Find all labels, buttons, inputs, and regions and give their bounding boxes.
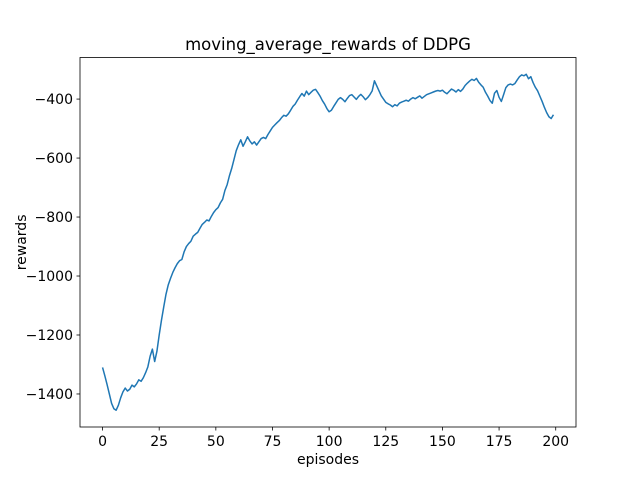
plot-area	[79, 57, 577, 428]
reward-line	[101, 73, 555, 411]
y-axis-label: rewards	[14, 215, 30, 271]
y-tick-label: −1200	[26, 328, 73, 344]
x-tick-label: 125	[372, 434, 399, 450]
x-axis-ticks: 0 25 50 75 100 125 150 175 200	[98, 427, 569, 450]
y-tick-label: −1000	[26, 269, 73, 285]
chart-title: moving_average_rewards of DDPG	[185, 35, 471, 55]
y-tick-label: −800	[35, 210, 73, 226]
x-tick-label: 100	[316, 434, 343, 450]
x-tick-label: 175	[486, 434, 513, 450]
x-tick-label: 200	[542, 434, 569, 450]
y-tick-label: −400	[35, 92, 73, 108]
y-tick-label: −600	[35, 151, 73, 167]
x-tick-label: 75	[264, 434, 282, 450]
x-axis-label: episodes	[297, 452, 359, 468]
y-tick-label: −1400	[26, 387, 73, 403]
x-tick-label: 50	[207, 434, 225, 450]
y-axis-ticks: −400 −600 −800 −1000 −1200 −1400	[26, 92, 80, 403]
series-group	[101, 73, 555, 411]
x-tick-label: 0	[98, 434, 107, 450]
x-tick-label: 25	[150, 434, 168, 450]
x-tick-label: 150	[429, 434, 456, 450]
